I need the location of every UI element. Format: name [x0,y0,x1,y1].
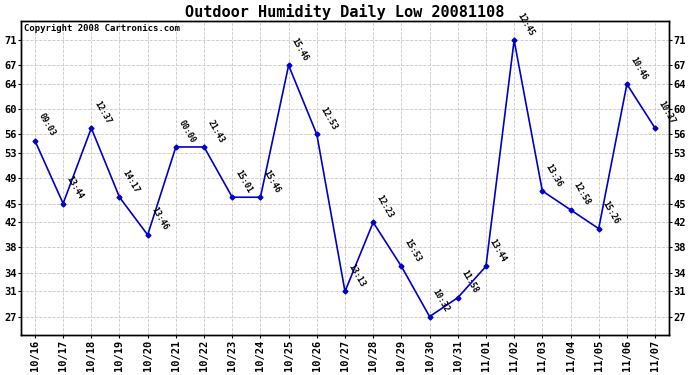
Text: 15:26: 15:26 [600,200,620,226]
Text: 12:53: 12:53 [318,105,339,132]
Text: 15:01: 15:01 [234,168,254,195]
Text: 13:13: 13:13 [346,262,366,289]
Text: 11:58: 11:58 [459,269,480,295]
Text: 10:32: 10:32 [431,288,451,314]
Text: 13:46: 13:46 [149,206,169,232]
Text: 13:44: 13:44 [487,237,508,264]
Text: 12:58: 12:58 [572,181,592,207]
Text: 12:37: 12:37 [92,99,113,125]
Text: 00:00: 00:00 [177,118,197,144]
Text: 09:03: 09:03 [37,112,57,138]
Text: 10:46: 10:46 [629,55,649,81]
Text: 12:45: 12:45 [515,11,536,38]
Text: 13:44: 13:44 [64,175,85,201]
Text: Copyright 2008 Cartronics.com: Copyright 2008 Cartronics.com [24,24,180,33]
Text: 15:46: 15:46 [290,36,310,63]
Text: 10:37: 10:37 [656,99,677,125]
Text: 12:23: 12:23 [375,194,395,220]
Text: 21:43: 21:43 [206,118,226,144]
Text: 15:53: 15:53 [403,237,423,264]
Title: Outdoor Humidity Daily Low 20081108: Outdoor Humidity Daily Low 20081108 [186,4,504,20]
Text: 15:46: 15:46 [262,168,282,195]
Text: 13:36: 13:36 [544,162,564,188]
Text: 14:17: 14:17 [121,168,141,195]
